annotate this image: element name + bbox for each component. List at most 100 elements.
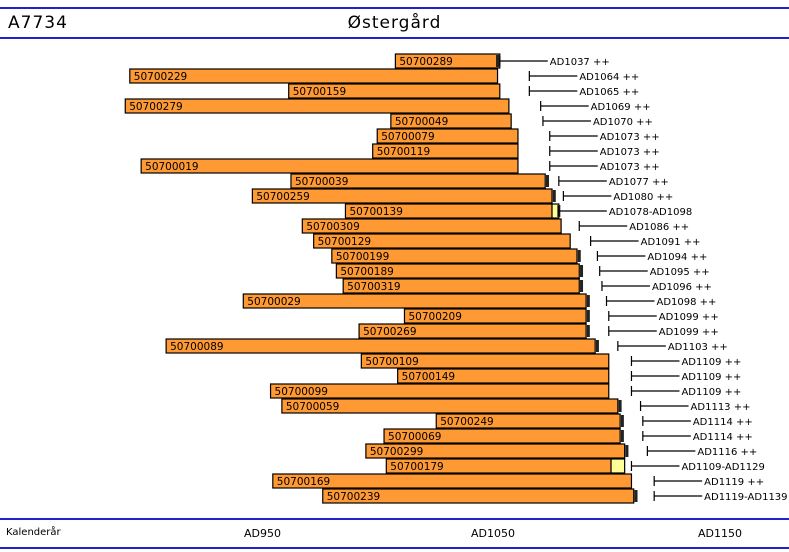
bar-end-marker <box>552 190 556 202</box>
sample-bar <box>397 368 610 384</box>
sample-label: 50700049 <box>395 116 448 128</box>
sample-bar <box>242 293 587 309</box>
sample-bar <box>124 98 510 114</box>
bar-end-marker <box>595 340 599 352</box>
sample-label: 50700269 <box>363 326 416 338</box>
sample-bar <box>140 158 519 174</box>
dating-label: AD1073 ++ <box>600 147 660 158</box>
sample-label: 50700059 <box>286 401 339 413</box>
sapwood-segment <box>610 458 626 474</box>
sample-bar <box>322 488 635 504</box>
sample-bar <box>358 323 587 339</box>
bar-end-marker <box>545 175 549 187</box>
sample-label: 50700229 <box>134 71 187 83</box>
sample-label: 50700149 <box>402 371 455 383</box>
sample-label: 50700319 <box>347 281 400 293</box>
dating-label: AD1069 ++ <box>591 102 651 113</box>
sample-bar <box>383 428 621 444</box>
sample-label: 50700029 <box>247 296 300 308</box>
sample-bar <box>335 263 580 279</box>
dating-label: AD1091 ++ <box>641 237 701 248</box>
sample-bar <box>290 173 546 189</box>
sample-bar <box>403 308 587 324</box>
sample-bar <box>288 83 501 99</box>
sample-bar <box>272 473 633 489</box>
dating-label: AD1113 ++ <box>691 402 751 413</box>
dating-label: AD1099 ++ <box>659 327 719 338</box>
sample-bar <box>331 248 578 264</box>
sample-label: 50700259 <box>256 191 309 203</box>
x-axis-label: Kalenderår <box>6 527 61 538</box>
sample-label: 50700089 <box>170 341 223 353</box>
bar-end-marker <box>620 415 624 427</box>
dating-label: AD1116 ++ <box>697 447 757 458</box>
sample-bar <box>365 443 626 459</box>
sample-bar <box>281 398 619 414</box>
sample-label: 50700189 <box>340 266 393 278</box>
dating-label: AD1078-AD1098 <box>609 207 692 218</box>
dating-label: AD1037 ++ <box>550 57 610 68</box>
sample-label: 50700039 <box>295 176 348 188</box>
sample-label: 50700159 <box>293 86 346 98</box>
bar-end-marker <box>618 400 622 412</box>
dating-label: AD1109-AD1129 <box>681 462 764 473</box>
dating-label: AD1094 ++ <box>647 252 707 263</box>
sample-label: 50700169 <box>277 476 330 488</box>
site-title: Østergård <box>347 13 442 33</box>
dating-label: AD1065 ++ <box>579 87 639 98</box>
sample-label: 50700279 <box>129 101 182 113</box>
sample-bar <box>313 233 571 249</box>
sample-label: 50700129 <box>318 236 371 248</box>
sample-label: 50700239 <box>327 491 380 503</box>
x-tick-label: AD1050 <box>471 527 515 540</box>
dating-label: AD1109 ++ <box>681 357 741 368</box>
dating-label: AD1109 ++ <box>681 387 741 398</box>
dating-label: AD1073 ++ <box>600 132 660 143</box>
bars-layer: 50700289 AD1037 ++ 50700229 AD1064 ++ 507001… <box>124 53 788 504</box>
bar-end-marker <box>634 490 638 502</box>
dating-label: AD1114 ++ <box>693 417 753 428</box>
sample-label: 50700079 <box>381 131 434 143</box>
bar-end-marker <box>580 265 584 277</box>
sample-bar <box>376 128 519 144</box>
bar-end-marker <box>625 445 629 457</box>
sample-bar <box>372 143 519 159</box>
sample-label: 50700309 <box>306 221 359 233</box>
sample-label: 50700099 <box>275 386 328 398</box>
dating-label: AD1109 ++ <box>681 372 741 383</box>
bar-end-marker <box>586 325 590 337</box>
dating-label: AD1080 ++ <box>613 192 673 203</box>
sample-id: A7734 <box>8 13 68 33</box>
sample-bar <box>435 413 621 429</box>
dating-label: AD1073 ++ <box>600 162 660 173</box>
x-tick-label: AD950 <box>244 527 281 540</box>
sample-bar <box>360 353 610 369</box>
sample-bar <box>342 278 580 294</box>
sample-label: 50700289 <box>399 56 452 68</box>
bar-end-marker <box>496 55 500 67</box>
dating-label: AD1099 ++ <box>659 312 719 323</box>
sample-label: 50700139 <box>349 206 402 218</box>
sample-label: 50700199 <box>336 251 389 263</box>
dating-label: AD1114 ++ <box>693 432 753 443</box>
sample-label: 50700299 <box>370 446 423 458</box>
bar-end-marker <box>586 310 590 322</box>
sample-bar <box>165 338 596 354</box>
sample-bar <box>390 113 512 129</box>
sample-label: 50700119 <box>377 146 430 158</box>
sample-bar <box>129 68 499 84</box>
dating-label: AD1064 ++ <box>579 72 639 83</box>
sample-bar <box>301 218 562 234</box>
dating-label: AD1119-AD1139 <box>704 492 787 503</box>
x-tick-label: AD1150 <box>698 527 742 540</box>
sample-label: 50700249 <box>440 416 493 428</box>
sample-label: 50700109 <box>365 356 418 368</box>
dating-label: AD1098 ++ <box>657 297 717 308</box>
bar-end-marker <box>620 430 624 442</box>
dating-label: AD1070 ++ <box>593 117 653 128</box>
sample-label: 50700179 <box>390 461 443 473</box>
bar-end-marker <box>580 280 584 292</box>
dating-label: AD1086 ++ <box>629 222 689 233</box>
dating-label: AD1077 ++ <box>609 177 669 188</box>
